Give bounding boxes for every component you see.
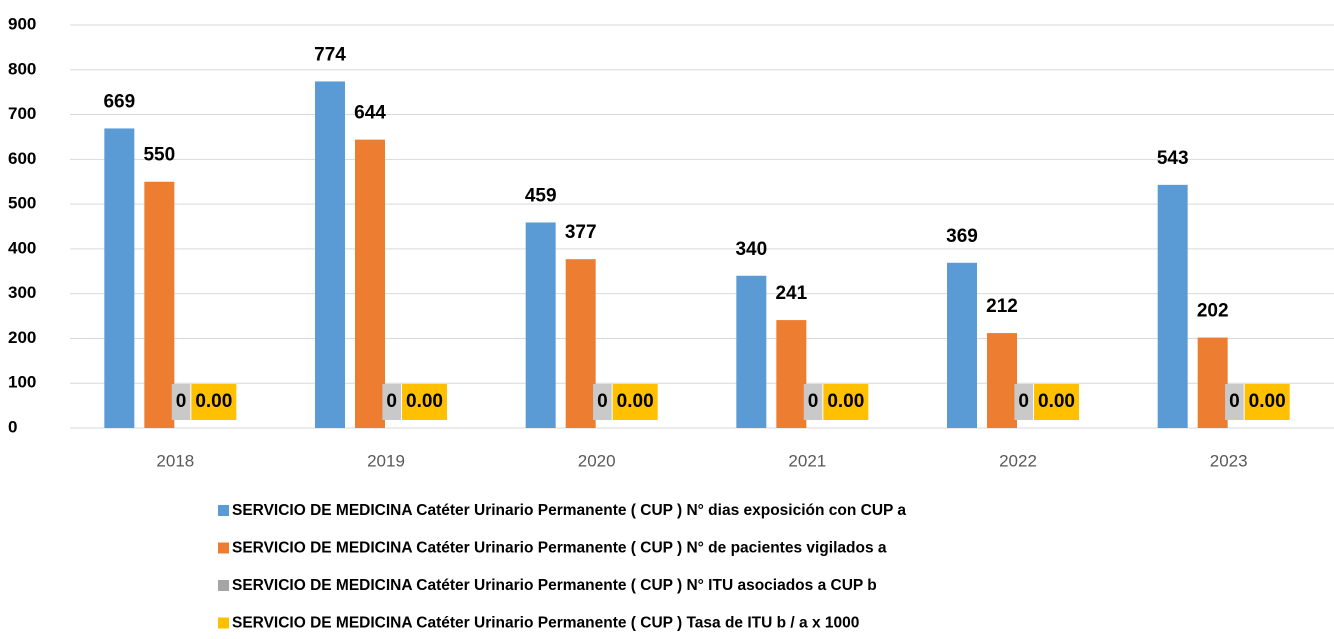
y-tick-label: 700 [8,104,36,123]
legend-label: SERVICIO DE MEDICINA Catéter Urinario Pe… [232,540,887,557]
bar [947,262,977,428]
data-label: 774 [314,44,346,65]
data-label-box [382,384,401,420]
y-tick-label: 0 [8,417,17,436]
x-tick-label: 2021 [788,451,826,470]
data-label: 0 [386,391,397,412]
data-label-box [1225,384,1244,420]
legend-swatch [218,617,229,629]
data-label: 0.00 [617,391,654,412]
legend-label: SERVICIO DE MEDICINA Catéter Urinario Pe… [232,577,877,594]
data-label: 0 [1018,391,1029,412]
bar [1197,337,1228,428]
bar [315,81,345,429]
data-label: 0 [176,391,187,412]
x-tick-label: 2022 [999,451,1037,470]
data-label: 202 [1197,301,1229,322]
data-label: 377 [565,222,597,243]
data-label: 550 [143,145,175,166]
data-label: 0 [808,391,819,412]
data-label: 0.00 [827,391,864,412]
data-label: 241 [775,283,807,304]
data-label-box [1034,384,1079,420]
bar [1157,184,1188,428]
data-label: 340 [735,239,767,260]
data-label-box [1014,384,1033,420]
data-label: 0 [597,391,608,412]
data-label: 459 [525,185,557,206]
bar [736,275,767,428]
data-label: 0.00 [1249,391,1286,412]
x-tick-label: 2019 [367,451,405,470]
y-tick-label: 400 [8,238,36,257]
data-label-box [171,384,191,420]
bar [104,128,135,429]
bar [144,181,175,428]
x-tick-label: 2023 [1210,451,1248,470]
data-label-box [823,384,869,420]
legend-swatch [218,505,229,516]
y-tick-label: 100 [8,373,36,392]
x-tick-label: 2018 [156,451,194,470]
data-label: 0 [1229,391,1240,412]
data-label: 212 [986,296,1018,317]
y-tick-label: 300 [8,283,36,302]
data-label-box [612,384,658,420]
data-label: 543 [1157,148,1189,169]
data-label-box [593,384,612,420]
y-tick-label: 900 [8,14,36,33]
data-label: 644 [354,103,386,124]
data-label-box [402,384,447,420]
legend-label: SERVICIO DE MEDICINA Catéter Urinario Pe… [232,615,859,632]
data-label: 369 [946,226,978,247]
bar [565,259,596,428]
data-label: 669 [103,91,135,112]
y-tick-label: 600 [8,149,36,168]
y-tick-label: 200 [8,328,36,347]
data-label: 0.00 [406,391,443,412]
data-label-box [191,384,237,420]
legend-swatch [218,580,229,591]
y-tick-label: 800 [8,59,36,78]
bar [776,320,807,428]
x-tick-label: 2020 [578,451,616,470]
bar [355,139,385,428]
data-label: 0.00 [1038,391,1075,412]
data-label: 0.00 [195,391,232,412]
bar [525,222,556,428]
bar [987,333,1017,428]
data-label-box [803,384,823,420]
legend-label: SERVICIO DE MEDICINA Catéter Urinario Pe… [232,502,906,519]
y-tick-label: 500 [8,194,36,213]
legend-swatch [218,542,229,554]
data-label-box [1244,384,1290,420]
